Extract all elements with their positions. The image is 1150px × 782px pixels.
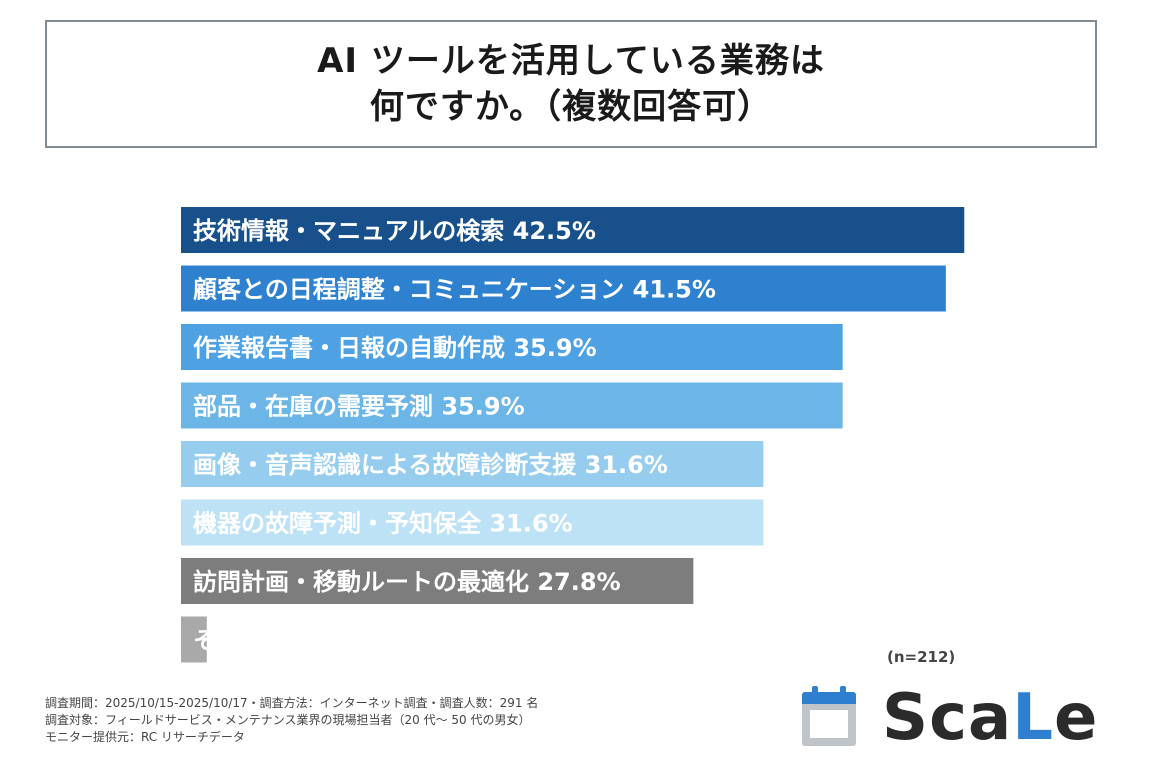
title-box: AI ツールを活用している業務は 何ですか。（複数回答可） [45, 20, 1097, 148]
bar-group-5: 画像・音声認識による故障診断支援 31.6% [181, 441, 764, 487]
bar-label-2: 顧客との日程調整・コミュニケーション 41.5% [193, 276, 716, 304]
bar-group-2: 顧客との日程調整・コミュニケーション 41.5% [181, 265, 946, 312]
logo-wordmark: ScaLe [882, 678, 1098, 758]
bar-label-1: 技術情報・マニュアルの検索 42.5% [193, 217, 596, 245]
footnote-monitor-provider: モニター提供元：RC リサーチデータ [45, 730, 245, 744]
bar-group-6: 機器の故障予測・予知保全 31.6% [181, 499, 764, 546]
bar-7 [181, 558, 694, 604]
bar-5 [181, 441, 764, 487]
bar-4 [181, 382, 843, 429]
footnote-survey-period: 調査期間：2025/10/15-2025/10/17・調査方法：インターネット調… [45, 696, 539, 710]
sample-size: (n=212) [887, 648, 956, 666]
logo-text-prefix: Sca [882, 681, 1013, 755]
bar-2 [181, 265, 946, 312]
bar-group-3: 作業報告書・日報の自動作成 35.9% [181, 324, 843, 370]
footnote-survey-target: 調査対象：フィールドサービス・メンテナンス業界の現場担当者（20 代〜 50 代… [45, 713, 531, 727]
bar-label-7: 訪問計画・移動ルートの最適化 27.8% [193, 568, 621, 596]
bar-group-1: 技術情報・マニュアルの検索 42.5% [181, 207, 965, 253]
footnotes: 調査期間：2025/10/15-2025/10/17・調査方法：インターネット調… [45, 695, 538, 746]
bar-3 [181, 324, 843, 370]
logo-text-suffix: e [1054, 681, 1099, 755]
chart-title-line-1: AI ツールを活用している業務は [317, 41, 825, 81]
bar-label-5: 画像・音声認識による故障診断支援 31.6% [193, 451, 668, 479]
bar-group-4: 部品・在庫の需要予測 35.9% [181, 382, 843, 429]
logo-text-accent: L [1012, 681, 1054, 755]
bar-label-3: 作業報告書・日報の自動作成 35.9% [193, 334, 597, 362]
scale-logo: ScaLe [800, 681, 1100, 755]
bar-label-4: 部品・在庫の需要予測 35.9% [193, 393, 525, 421]
bar-label-8: その他 1.4% [193, 627, 340, 655]
bar-group-7: 訪問計画・移動ルートの最適化 27.8% [181, 558, 694, 604]
bar-label-6: 機器の故障予測・予知保全 31.6% [193, 510, 573, 538]
bar-1 [181, 207, 965, 253]
calendar-icon [802, 686, 856, 746]
bar-8 [181, 616, 207, 663]
bar-6 [181, 499, 764, 546]
chart-title-line-2: 何ですか。（複数回答可） [369, 87, 773, 127]
bar-group-8: その他 1.4% [181, 616, 340, 663]
